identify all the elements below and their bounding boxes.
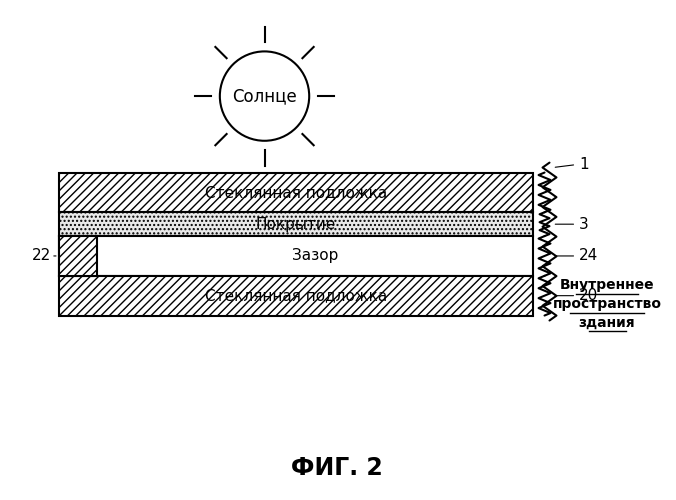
Text: Стеклянная подложка: Стеклянная подложка bbox=[205, 288, 387, 303]
Text: здания: здания bbox=[579, 316, 635, 330]
Text: Покрытие: Покрытие bbox=[256, 216, 336, 232]
Text: 22: 22 bbox=[32, 248, 51, 264]
Bar bbox=[59, 276, 533, 316]
Text: ФИГ. 2: ФИГ. 2 bbox=[291, 456, 383, 480]
Bar bbox=[59, 236, 97, 276]
Text: Стеклянная подложка: Стеклянная подложка bbox=[205, 185, 387, 200]
Bar bbox=[59, 172, 533, 212]
Text: Зазор: Зазор bbox=[293, 248, 339, 264]
Text: 1: 1 bbox=[579, 157, 589, 172]
Text: Внутреннее: Внутреннее bbox=[560, 278, 654, 292]
Text: 24: 24 bbox=[579, 248, 598, 264]
Text: 3: 3 bbox=[579, 216, 589, 232]
Text: 20: 20 bbox=[579, 288, 598, 303]
Text: Солнце: Солнце bbox=[232, 87, 297, 105]
Text: пространство: пространство bbox=[552, 296, 662, 310]
Bar bbox=[59, 236, 533, 276]
Circle shape bbox=[220, 52, 309, 141]
Bar bbox=[59, 212, 533, 236]
